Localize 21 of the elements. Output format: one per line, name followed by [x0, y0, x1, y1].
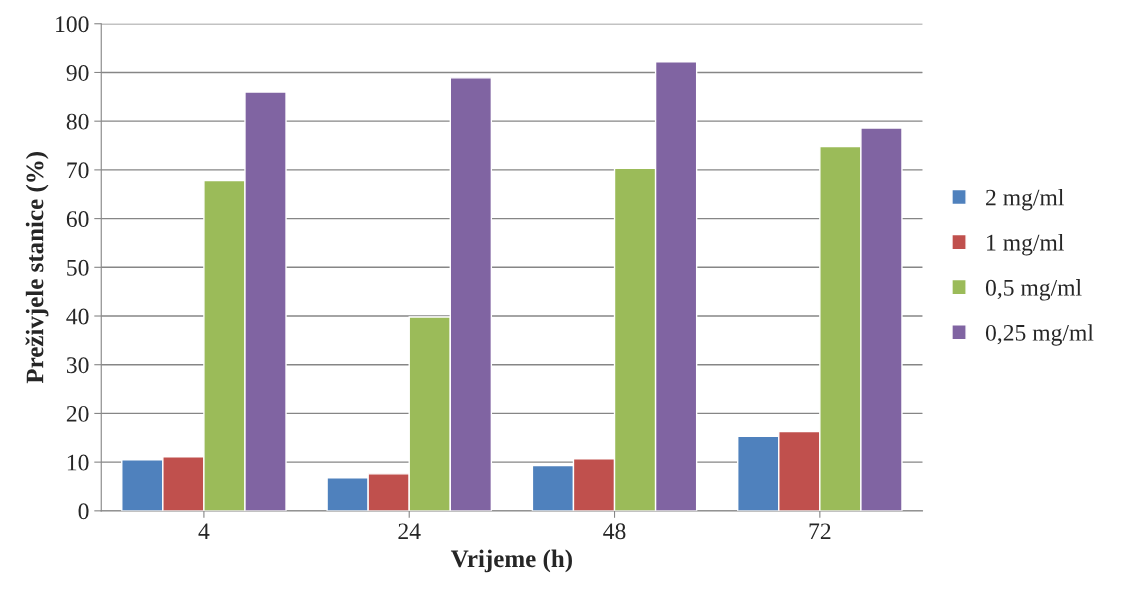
legend-label: 0,25 mg/ml	[985, 324, 1094, 346]
y-tick-label: 0	[78, 503, 89, 520]
legend-label: 0,5 mg/ml	[985, 279, 1082, 301]
x-tick-label: 4	[198, 523, 210, 540]
x-tick-label: 72	[809, 523, 831, 540]
y-tick-label: 40	[66, 308, 89, 325]
y-tick-label: 10	[67, 454, 89, 471]
y-tick-label: 50	[67, 259, 89, 276]
x-tick-label: 24	[398, 523, 421, 540]
y-tick-label: 70	[67, 162, 89, 179]
y-tick-label: 80	[66, 113, 89, 130]
legend-label: 1 mg/ml	[987, 234, 1064, 256]
y-tick-label: 60	[66, 211, 89, 228]
x-axis-title: Vrijeme (h)	[450, 549, 572, 573]
y-tick-label: 20	[66, 405, 89, 422]
y-tick-label: 30	[66, 357, 89, 374]
x-tick-label: 48	[603, 523, 626, 540]
y-tick-label: 100	[56, 16, 89, 33]
y-axis-title: Preživjele stanice (%)	[25, 152, 49, 384]
y-tick-label: 90	[66, 64, 89, 81]
legend-label: 2 mg/ml	[986, 188, 1064, 211]
